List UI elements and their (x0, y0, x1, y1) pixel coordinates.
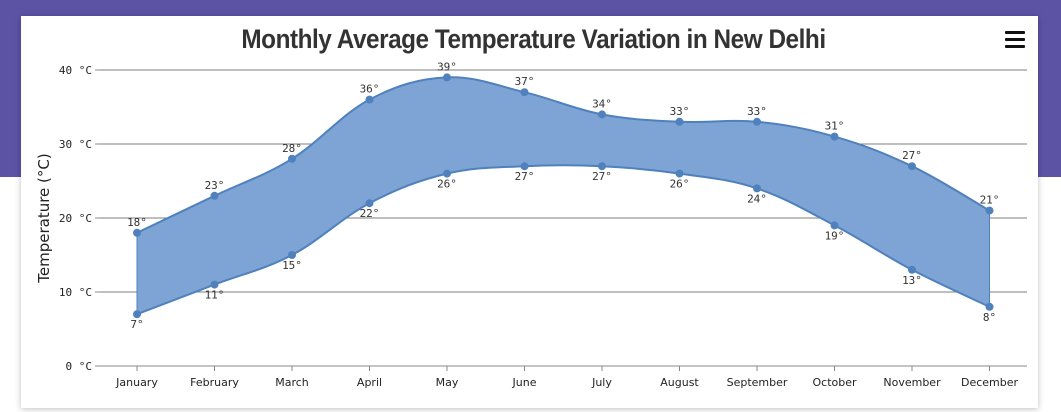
data-labels: 18° 7° 23° 11° 28° 15° 36° 22° 39° 26° 37° 27° 34° 27… (127, 60, 999, 331)
y-axis-ticks: 0 °C 10 °C 20 °C 30 °C 40 °C (59, 64, 100, 373)
low-point[interactable] (288, 251, 296, 259)
low-value-label: 22° (360, 207, 380, 220)
x-tick-label: March (275, 376, 309, 389)
y-tick-label: 20 °C (59, 212, 92, 225)
x-tick-label: June (512, 376, 537, 389)
high-point[interactable] (753, 117, 761, 126)
low-point[interactable] (675, 169, 684, 178)
hamburger-menu-icon[interactable] (1005, 31, 1025, 49)
data-markers (133, 73, 994, 319)
high-point[interactable] (675, 117, 684, 126)
high-line (136, 76, 990, 234)
x-tick-label: February (190, 376, 239, 389)
low-value-label: 7° (130, 318, 143, 331)
low-point[interactable] (210, 280, 219, 289)
low-line (136, 164, 990, 316)
low-point[interactable] (830, 221, 839, 230)
low-point[interactable] (598, 162, 606, 171)
low-point[interactable] (985, 302, 994, 311)
high-point[interactable] (520, 88, 529, 97)
high-value-label: 36° (360, 83, 380, 96)
chart-title: Monthly Average Temperature Variation in… (241, 24, 826, 54)
low-point[interactable] (365, 199, 374, 208)
x-tick-label: May (436, 376, 459, 389)
low-value-label: 13° (902, 274, 922, 287)
x-tick-label: August (660, 376, 699, 389)
high-value-label: 33° (747, 105, 767, 118)
x-tick-label: December (961, 376, 1019, 389)
high-point[interactable] (210, 191, 219, 200)
high-value-label: 34° (592, 97, 612, 110)
y-tick-label: 30 °C (59, 138, 92, 151)
low-value-label: 15° (282, 259, 302, 272)
high-value-label: 18° (127, 216, 147, 229)
high-value-label: 27° (902, 149, 922, 162)
y-tick-label: 10 °C (59, 286, 92, 299)
high-value-label: 28° (282, 142, 302, 155)
low-value-label: 19° (825, 229, 845, 242)
low-value-label: 8° (983, 311, 996, 324)
high-value-label: 31° (825, 120, 845, 133)
x-tick-label: April (357, 376, 382, 389)
low-point[interactable] (133, 310, 141, 319)
high-point[interactable] (288, 154, 296, 163)
range-fill (137, 77, 990, 315)
high-point[interactable] (830, 132, 839, 141)
low-point[interactable] (443, 169, 451, 178)
low-value-label: 24° (747, 192, 767, 205)
low-value-label: 27° (515, 170, 535, 183)
high-point[interactable] (133, 228, 141, 237)
high-point[interactable] (365, 95, 374, 104)
high-value-label: 33° (670, 105, 690, 118)
high-point[interactable] (443, 73, 451, 82)
high-point[interactable] (985, 206, 994, 215)
x-axis-ticks: January February March April May June July Augu… (115, 366, 1018, 389)
x-tick-label: July (591, 376, 612, 389)
high-value-label: 23° (205, 179, 225, 192)
low-value-label: 11° (205, 289, 225, 302)
high-value-label: 39° (437, 60, 457, 73)
y-tick-label: 0 °C (66, 360, 93, 373)
y-axis-title: Temperature (°C) (35, 153, 53, 283)
low-point[interactable] (753, 184, 761, 193)
high-value-label: 37° (515, 75, 535, 88)
high-point[interactable] (598, 110, 606, 119)
x-tick-label: January (115, 376, 158, 389)
low-value-label: 26° (437, 178, 457, 191)
x-tick-label: September (727, 376, 788, 389)
low-point[interactable] (520, 162, 529, 171)
low-value-label: 27° (592, 170, 612, 183)
high-point[interactable] (908, 162, 916, 171)
high-value-label: 21° (980, 194, 1000, 207)
x-tick-label: October (812, 376, 856, 389)
y-tick-label: 40 °C (59, 64, 92, 77)
low-value-label: 26° (670, 178, 690, 191)
x-tick-label: November (883, 376, 941, 389)
low-point[interactable] (908, 265, 916, 274)
range-area (136, 76, 990, 316)
